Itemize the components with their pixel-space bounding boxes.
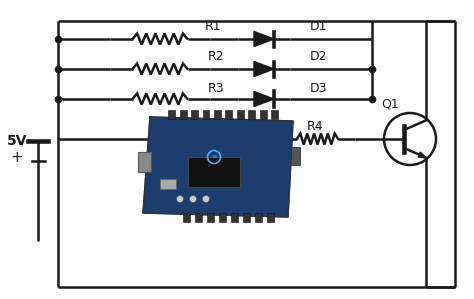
Text: D3: D3 <box>310 82 328 94</box>
Bar <box>207 213 214 222</box>
Bar <box>291 147 300 165</box>
Bar <box>183 213 190 222</box>
Bar <box>214 110 221 119</box>
Text: ∞: ∞ <box>211 154 217 160</box>
Bar <box>202 110 210 119</box>
Bar <box>260 110 267 119</box>
Text: 5V: 5V <box>7 134 27 148</box>
Bar <box>243 213 250 222</box>
Text: +: + <box>10 150 23 164</box>
Text: R2: R2 <box>208 51 225 63</box>
Text: R3: R3 <box>208 82 225 94</box>
Bar <box>180 110 186 119</box>
Circle shape <box>190 196 197 202</box>
Bar <box>219 213 226 222</box>
Bar <box>168 110 175 119</box>
Polygon shape <box>254 62 274 77</box>
Polygon shape <box>143 117 293 217</box>
Polygon shape <box>418 152 426 158</box>
Circle shape <box>176 196 183 202</box>
Bar <box>231 213 238 222</box>
Bar <box>160 179 176 189</box>
Text: R1: R1 <box>205 21 222 33</box>
Bar <box>248 110 255 119</box>
Bar <box>195 213 202 222</box>
Polygon shape <box>254 91 274 106</box>
Bar <box>191 110 198 119</box>
Polygon shape <box>254 31 274 47</box>
Text: Q1: Q1 <box>381 97 399 111</box>
Text: R4: R4 <box>307 120 323 133</box>
Text: D1: D1 <box>310 21 328 33</box>
Bar <box>272 110 279 119</box>
Bar <box>226 110 233 119</box>
Bar <box>255 213 262 222</box>
Bar <box>138 152 151 172</box>
Bar <box>237 110 244 119</box>
Bar <box>267 213 274 222</box>
Text: D2: D2 <box>310 51 328 63</box>
Bar <box>188 157 240 187</box>
Circle shape <box>202 196 210 202</box>
